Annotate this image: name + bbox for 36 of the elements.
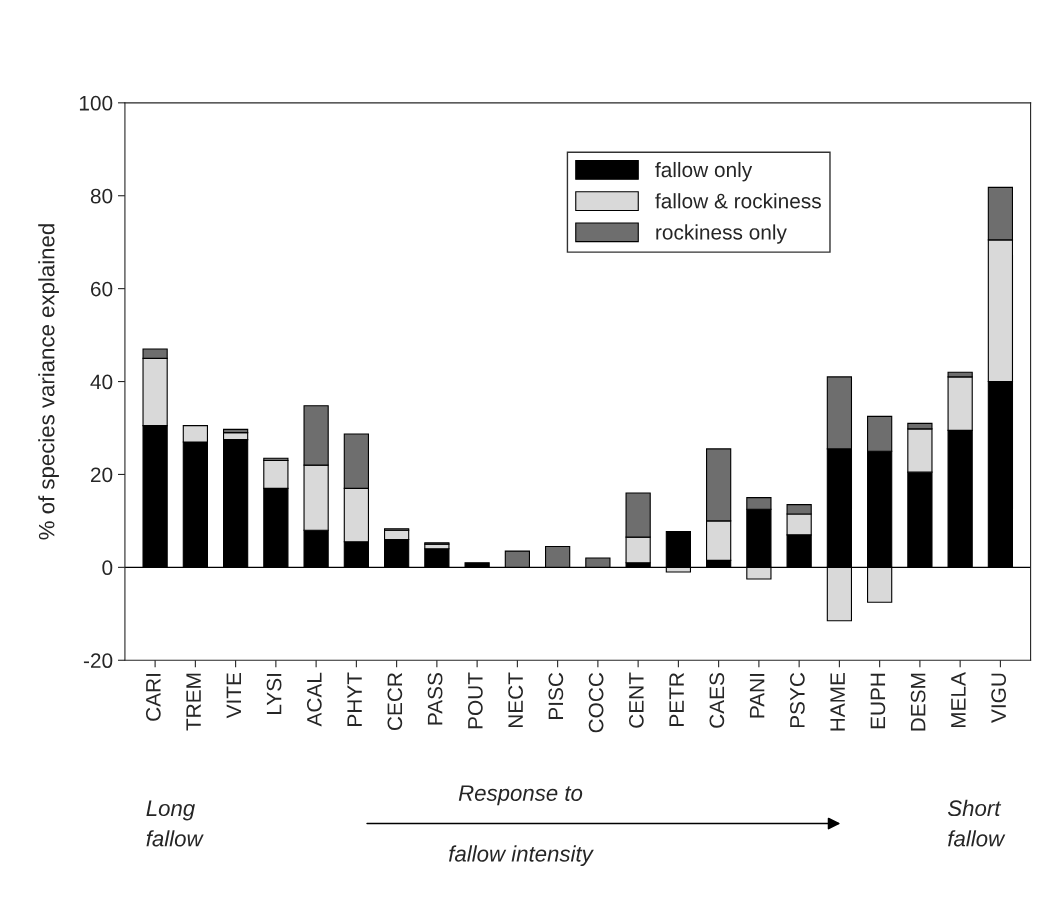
- x-tick-label: CAES: [709, 673, 725, 728]
- text: Response to fallow intensity: [449, 785, 594, 867]
- x-tick-label: PANI: [749, 673, 765, 718]
- y-axis-title: % of species variance explained: [38, 224, 59, 540]
- legend-label: rockiness only: [656, 224, 787, 244]
- text: Short fallow: [947, 799, 1006, 847]
- x-tick-label: HAME: [830, 672, 845, 731]
- x-tick-label: ACAL: [306, 672, 322, 727]
- x-tick-label: VITE: [226, 672, 241, 719]
- x-tick-label: NECT: [508, 672, 523, 728]
- y-tick-label: 20: [90, 467, 113, 483]
- x-tick-label: DESM: [910, 673, 926, 731]
- x-tick-label: POUT: [467, 672, 483, 729]
- x-tick-label: PSYC: [789, 672, 805, 728]
- y-tick-label: 60: [91, 281, 113, 297]
- x-tick-label: EUPH: [870, 673, 886, 729]
- x-tick-label: COCC: [588, 672, 604, 733]
- legend-label: fallow & rockiness: [655, 193, 821, 209]
- x-tick-label: LYSI: [266, 673, 282, 714]
- x-tick-label: PASS: [427, 673, 443, 725]
- x-tick-label: PETR: [669, 673, 684, 726]
- text: Long fallow: [146, 800, 204, 847]
- y-tick-label: 40: [90, 374, 113, 390]
- x-tick-label: TREM: [186, 673, 201, 731]
- y-tick-label: 80: [90, 188, 113, 204]
- x-tick-label: VIGU: [991, 673, 1006, 723]
- x-tick-label: CENT: [628, 672, 644, 728]
- x-tick-label: CARI: [145, 673, 161, 721]
- x-tick-label: PHYT: [347, 672, 362, 726]
- x-tick-label: MELA: [951, 672, 966, 728]
- x-tick-label: CECR: [387, 673, 403, 731]
- y-tick-label: -20: [83, 653, 113, 669]
- y-tick-label: 0: [102, 560, 113, 576]
- legend-label: fallow only: [655, 161, 753, 182]
- x-tick-label: PISC: [548, 672, 564, 719]
- y-tick-label: 100: [79, 95, 113, 111]
